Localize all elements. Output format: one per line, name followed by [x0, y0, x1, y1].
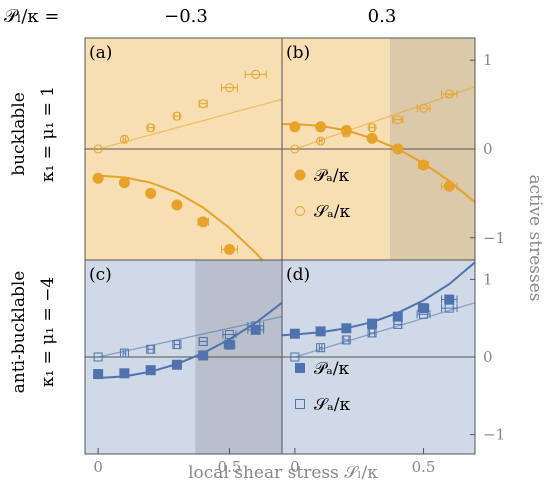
legend-marker [295, 206, 305, 216]
x-axis-label: local shear stress 𝒮ₗ/κ [188, 463, 378, 483]
col-value-right: 0.3 [368, 6, 397, 27]
point-Sa-6 [444, 303, 454, 313]
point-Sa-0 [93, 144, 103, 154]
point-Sa-5 [224, 329, 234, 339]
x-tick-label: 0.5 [218, 458, 242, 476]
legend-marker [294, 169, 306, 181]
point-Pa-6 [443, 180, 455, 192]
point-Pa-5 [418, 159, 430, 171]
point-Sa-2 [146, 123, 156, 133]
point-Pa-1 [118, 177, 130, 189]
point-Sa-5 [224, 83, 234, 93]
panel-label-c: (c) [89, 265, 112, 285]
point-Pa-1 [315, 121, 327, 133]
point-Sa-2 [146, 344, 156, 354]
y-tick-label: −1 [483, 426, 505, 444]
col-value-left: −0.3 [164, 6, 208, 27]
point-Sa-1 [316, 136, 326, 146]
point-Sa-0 [93, 352, 103, 362]
point-Pa-2 [145, 365, 156, 376]
row-label-bottom-line2: κ₁ = μ₁ = −4 [38, 277, 58, 387]
panel-plot-area [93, 301, 282, 380]
point-Pa-4 [392, 311, 403, 322]
point-Sa-6 [251, 69, 261, 79]
point-Sa-5 [419, 103, 429, 113]
right-axis-label: active stresses [525, 175, 545, 302]
legend-label: 𝒫ₐ/κ [314, 166, 350, 186]
y-tick-label: 0 [483, 348, 493, 366]
point-Pa-4 [197, 216, 209, 228]
point-Sa-0 [290, 352, 300, 362]
point-Pa-3 [367, 318, 378, 329]
point-Sa-3 [367, 123, 377, 133]
row-label-bottom-line1: anti-bucklable [9, 271, 29, 394]
y-tick-label: −1 [483, 229, 505, 247]
point-Pa-4 [392, 143, 404, 155]
panel-plot-area [282, 261, 475, 362]
point-Pa-0 [289, 328, 300, 339]
point-Sa-1 [119, 134, 129, 144]
point-Pa-4 [198, 350, 209, 361]
point-Sa-0 [290, 144, 300, 154]
panels: (a) (b) 1 0 −1 𝒫ₐ/κ 𝒮ₐ/κ (c) 0 0.5 (d) 0 0.5 1 0 −1 𝒫ₐ/κ… [84, 37, 505, 476]
point-Sa-4 [393, 115, 403, 125]
point-Pa-5 [224, 339, 235, 350]
panel-a: (a) [84, 37, 283, 261]
point-Pa-5 [223, 243, 235, 255]
panel-label-a: (a) [89, 43, 112, 63]
point-Pa-3 [366, 132, 378, 144]
point-Pa-1 [315, 326, 326, 337]
point-Sa-4 [393, 319, 403, 329]
panel-c: (c) 0 0.5 [84, 259, 283, 476]
x-tick-label: 0 [93, 458, 103, 476]
panel-b: (b) 1 0 −1 𝒫ₐ/κ 𝒮ₐ/κ [281, 37, 505, 261]
y-tick-label: 1 [483, 51, 493, 69]
param-label: 𝒫ₗ/κ = [4, 6, 59, 27]
legend-label: 𝒫ₐ/κ [314, 359, 350, 379]
point-Pa-6 [444, 294, 455, 305]
point-Pa-1 [119, 368, 130, 379]
legend-label: 𝒮ₐ/κ [314, 202, 350, 222]
point-Pa-3 [171, 359, 182, 370]
y-tick-label: 1 [483, 270, 493, 288]
point-Pa-0 [92, 172, 104, 184]
point-Sa-2 [341, 335, 351, 345]
point-Pa-3 [171, 199, 183, 211]
y-tick-label: 0 [483, 140, 493, 158]
point-Pa-2 [145, 187, 157, 199]
row-label-top-line2: κ₁ = μ₁ = 1 [38, 86, 58, 182]
point-Sa-3 [172, 111, 182, 121]
point-Sa-1 [316, 343, 326, 353]
point-Sa-1 [119, 348, 129, 358]
point-Pa-0 [289, 121, 301, 133]
legend-label: 𝒮ₐ/κ [314, 395, 350, 415]
point-Sa-6 [444, 89, 454, 99]
point-Sa-2 [341, 128, 351, 138]
panel-label-d: (d) [286, 265, 310, 285]
row-label-top-line1: bucklable [9, 92, 29, 176]
point-Pa-0 [93, 369, 104, 380]
point-Sa-6 [251, 321, 261, 331]
x-tick-label: 0 [290, 458, 300, 476]
panel-plot-area [92, 69, 282, 260]
point-Sa-5 [419, 309, 429, 319]
legend-marker [295, 363, 305, 373]
point-Sa-4 [198, 336, 208, 346]
fit-line-Sa [294, 86, 475, 150]
point-Pa-2 [341, 323, 352, 334]
x-tick-label: 0.5 [412, 458, 436, 476]
panel-plot-area [282, 86, 475, 204]
fit-curve-Pa [98, 174, 264, 260]
point-Sa-4 [198, 99, 208, 109]
panel-label-b: (b) [286, 43, 310, 63]
legend-marker [295, 399, 305, 409]
point-Sa-3 [367, 328, 377, 338]
point-Pa-5 [418, 303, 429, 314]
fit-line-Sa [97, 98, 282, 150]
panel-d: (d) 0 0.5 1 0 −1 𝒫ₐ/κ 𝒮ₐ/κ [281, 259, 505, 476]
point-Sa-3 [172, 340, 182, 350]
